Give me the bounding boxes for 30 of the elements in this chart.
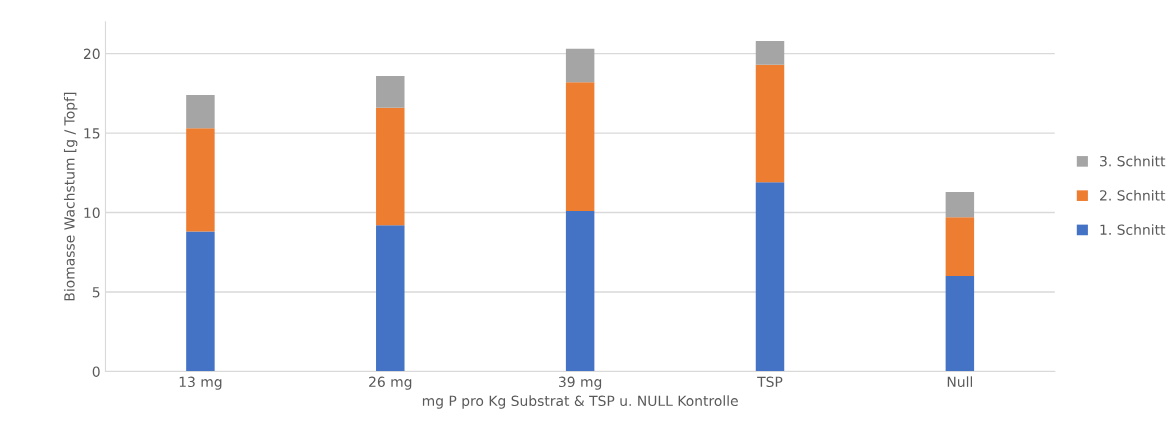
bar: [755, 64, 785, 183]
bar: [186, 231, 215, 372]
bar: [565, 48, 595, 83]
bar: [186, 94, 215, 129]
y-axis-title: Biomasse Wachstum [g / Topf]: [63, 92, 78, 301]
legend-label: 3. Schnitt: [1100, 155, 1166, 167]
bar: [945, 191, 975, 218]
x-axis-title: mg P pro Kg Substrat & TSP u. NULL Kontrolle: [422, 395, 738, 409]
y-tick-label: 5: [92, 287, 100, 298]
y-tick-label: 0: [92, 366, 100, 377]
bar: [755, 40, 785, 65]
legend-label: 1. Schnitt: [1100, 224, 1166, 235]
bar: [376, 225, 405, 372]
bar: [565, 82, 595, 211]
bar: [186, 128, 215, 232]
bar: [755, 182, 785, 372]
bar: [376, 107, 405, 226]
x-tick-label: Null: [947, 376, 973, 388]
y-tick-label: 15: [84, 128, 100, 139]
legend-label: 2. Schnitt: [1100, 189, 1166, 201]
x-tick-label: 26 mg: [369, 376, 412, 390]
x-tick-label: 13 mg: [179, 376, 222, 390]
bar: [376, 75, 405, 108]
bar: [565, 210, 595, 372]
bar: [945, 276, 975, 372]
x-tick-label: 39 mg: [558, 376, 602, 390]
bar: [945, 217, 975, 277]
y-tick-label: 10: [84, 207, 100, 219]
x-tick-label: TSP: [757, 376, 783, 388]
y-tick-label: 20: [83, 48, 100, 60]
